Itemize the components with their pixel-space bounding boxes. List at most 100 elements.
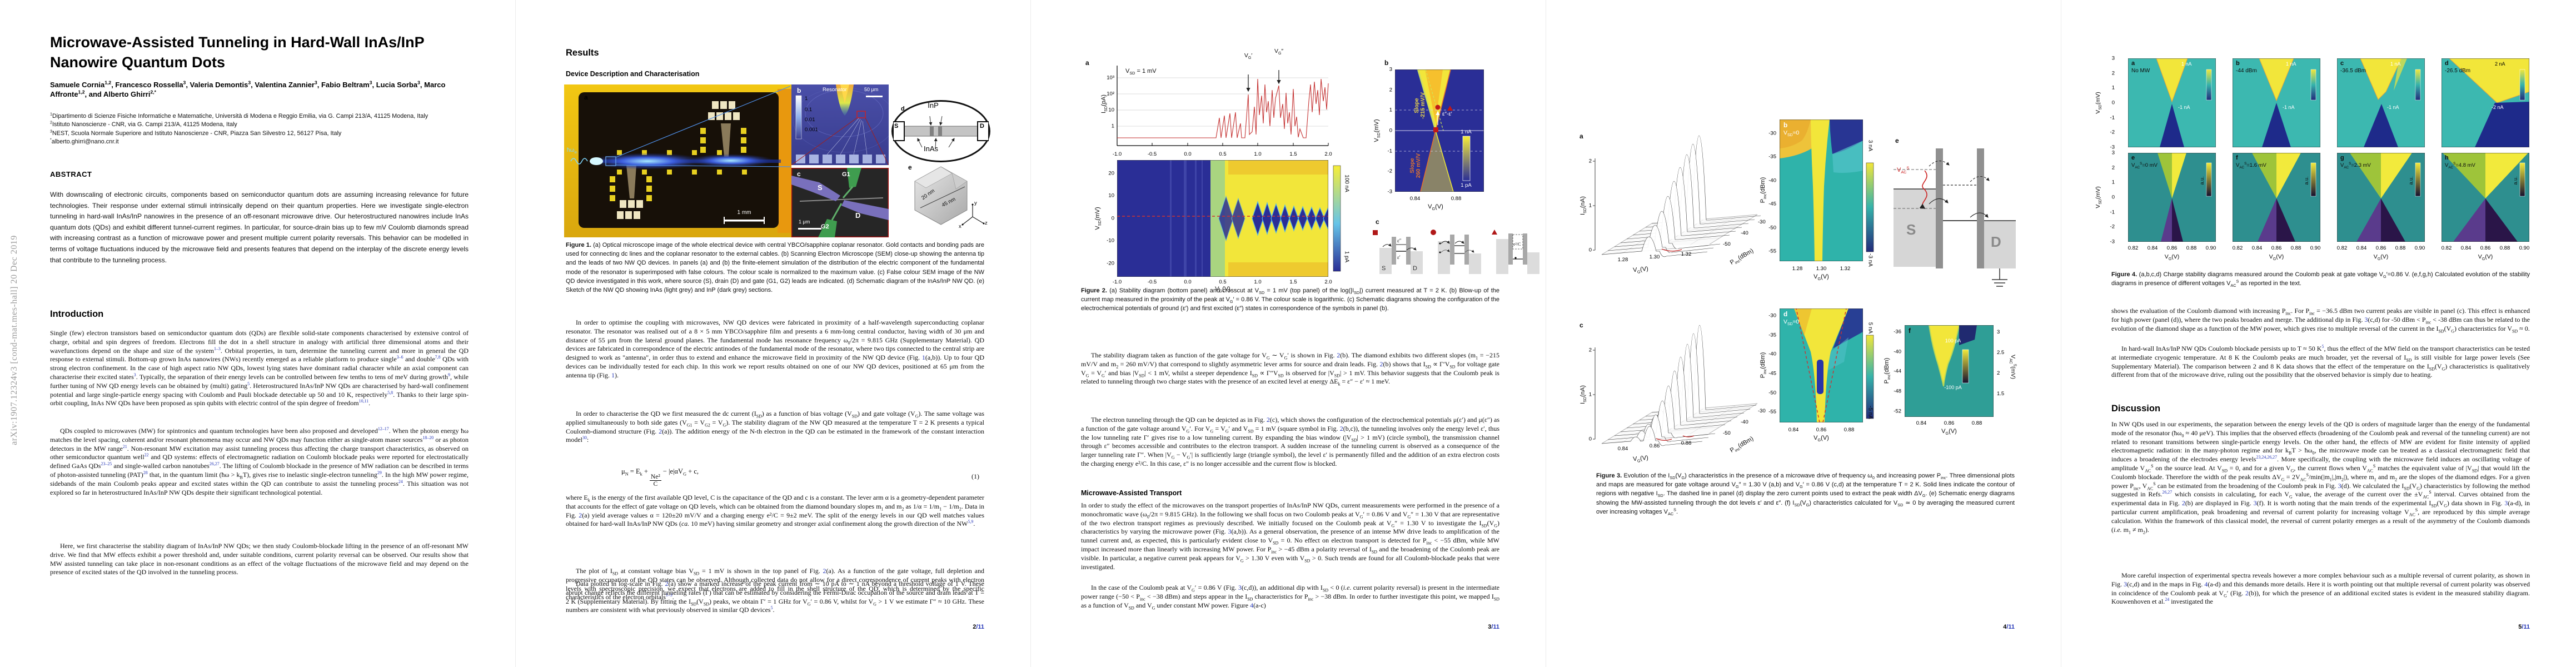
axis-tick: -52 [1894,408,1901,415]
discussion-heading: Discussion [2111,404,2161,414]
paragraph: In order to optimise the coupling with m… [566,318,984,379]
page-number: 2/11 [973,624,984,630]
axis-tick: 0 [1588,247,1592,253]
axis-tick: 10 [1108,107,1114,113]
axis-tick: 0.5 [1219,279,1227,285]
fig4-g-au: a.u. [2408,176,2414,185]
equation-1: μN = Ek + Ne² C − |e|αVG + c, [621,467,699,487]
axis-tick: -10 [1107,237,1114,244]
axis-tick: -1.0 [1112,151,1122,157]
fig4-c-label: c [2340,60,2344,67]
page-number: 4/11 [2003,624,2015,630]
axis-tick: -48 [1894,388,1901,395]
fig1-source-label: S [818,183,823,192]
paragraph: In the case of the Coulomb peak at VG′ =… [1081,584,1499,610]
affiliation-1: 1Dipartimento di Scienze Fisiche Informa… [50,112,428,120]
page-number: 5/11 [2518,624,2530,630]
fig4-panel-g [2337,153,2425,242]
fig2-panel-c-label: c [1376,218,1379,226]
axis-tick: 1.32 [1681,251,1692,257]
axis-tick: 20 [1108,170,1114,177]
axis-tick: 1 [1111,123,1114,130]
page-number: 3/11 [1488,624,1499,630]
axis-tick: 0.88 [1451,196,1462,202]
fig3-d-vsd0-label: VSD≈0 [1783,318,1800,327]
fig3-f-colorbar-min: -100 pA [1944,385,1962,390]
fig3-b-pinc-label: Pinc(dBm) [1760,177,1768,203]
fig4-panel-e [2128,153,2216,242]
intro-paragraph-1: Single (few) electron transistors based … [50,329,469,407]
fig4-f-vac: VACS=1.6 mV [2236,161,2266,170]
equation-1-number: (1) [971,472,979,480]
fig2-isd-axis-label: ISD(pA) [1100,94,1109,113]
fig1-hw-in-label: ħωin [567,147,577,155]
fig4-row1-vsd-label: VSD(mV) [2095,92,2103,114]
fig2-b-colorbar-min: 1 pA [1461,182,1472,188]
figure-3-caption: Figure 3. Evolution of the ISD(VG) chara… [1596,472,2015,516]
paragraph: shows the evaluation of the Coulomb diam… [2111,307,2530,334]
intro-paragraph-2: QDs coupled to microwaves (MW) for spint… [50,426,469,496]
axis-tick: 1.30 [1649,254,1660,260]
fig3-map-d [1780,308,1863,422]
axis-tick: 2 [1588,347,1592,354]
fig3-panel-d-label: d [1783,310,1788,318]
fig3-d-pinc-label: Pinc(dBm) [1760,352,1768,379]
axis-tick: 0.90 [2205,245,2216,251]
axis-tick: 1.32 [1840,266,1851,272]
fig2-stability-map [1117,160,1328,277]
axis-tick: 0.84 [1916,420,1927,426]
fig4-vg-label: VG(V) [2373,253,2389,262]
fig1-scalebar-1mm: 1 mm [737,210,751,216]
axis-tick: -1 [2110,209,2115,216]
axis-tick: 3 [2111,55,2115,62]
fig3-panel-a-label: a [1580,132,1583,140]
fig2-b-vg-label: VG(V) [1428,203,1443,212]
axis-tick: 0.90 [2310,245,2321,251]
axis-tick: 0.88 [2290,245,2301,251]
fig4-panel-d [2442,58,2529,147]
affiliation-2: 2Istituto Nanoscienze - CNR, via G. Camp… [50,120,237,128]
fig1-panel-a-label: a [584,93,588,101]
fig4-h-vac: VACS=4.8 mV [2445,161,2475,170]
axis-tick: 0.0 [1184,151,1192,157]
svg-text:D: D [1413,265,1417,272]
axis-tick: 0.88 [1971,420,1982,426]
fig2-energy-diagrams: ε″ ε′ S D e²/C [1373,230,1539,274]
fig4-e-label: e [2131,155,2135,161]
fig1-panel-e-hexagon [914,166,985,226]
fig3-d-vg-label: VG(V) [1813,435,1829,443]
fig2-vgdprime-marker: VG″ [1274,48,1284,56]
fig3-panel-f-label: f [1909,327,1911,335]
fig4-b-label: b [2236,60,2240,67]
fig2-b-vsd-label: VSD(mV) [1373,119,1382,142]
fig4-g-vac: VACS=2.3 mV [2340,161,2371,170]
axis-tick: 10² [1107,91,1114,97]
fig1-panel-d-label: d [901,106,905,112]
fig3-panel-e-label: e [1895,137,1899,145]
axis-tick: -45 [1768,201,1776,207]
axis-tick: -3 [1387,188,1392,195]
axis-tick: 0.90 [2414,245,2425,251]
fig3-waterfall-a [1593,135,1761,257]
axis-tick: 1 [2111,84,2115,91]
axis-tick: 0.84 [2356,245,2367,251]
axis-tick: 0.84 [1409,196,1421,202]
fig4-panel-a [2128,58,2216,147]
fig4-vg-label: VG(V) [2478,253,2493,262]
axis-tick: -30 [1758,408,1766,414]
fig2-colorbar [1333,165,1341,272]
paragraph: Data plotted in log-scale in Fig. 2(a) s… [566,580,985,614]
axis-tick: 0.86 [2166,245,2178,251]
axis-tick: 1.5 [1289,279,1297,285]
fig2-slope2-label: Slope 260 mV/V [1409,153,1422,178]
axis-tick: -44 [1894,368,1901,375]
fig1-panel-c-label: c [797,170,801,178]
svg-text:ε′: ε′ [1397,255,1401,260]
axis-tick: -40 [1768,351,1776,357]
axis-tick: 0.90 [2519,245,2530,251]
svg-text:e²/C: e²/C [1513,242,1521,247]
axis-tick: 0 [1389,127,1392,134]
fig3-b-vg-label: VG(V) [1813,273,1829,282]
fig1-axis-z: z [985,220,988,226]
axis-tick: 0.82 [2336,245,2348,251]
